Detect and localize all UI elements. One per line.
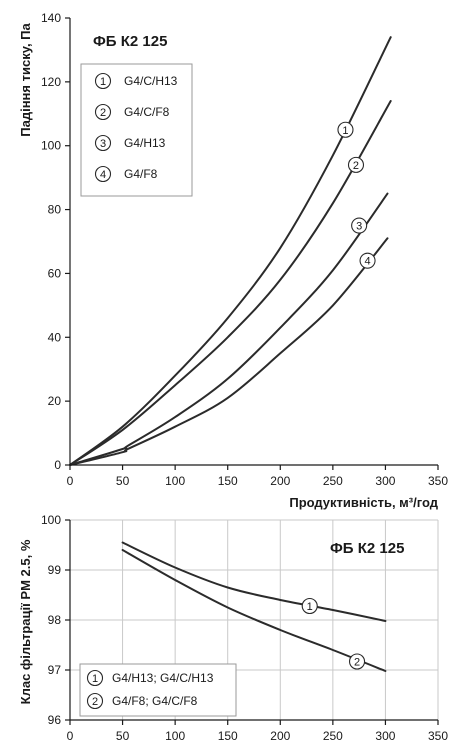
top-y-tick-label: 0 bbox=[54, 458, 61, 472]
top-y-tick-label: 40 bbox=[48, 330, 62, 344]
top-series-marker-2-circle bbox=[347, 156, 365, 173]
top-series-marker-2-number: 2 bbox=[353, 160, 359, 172]
bottom-series-group: 12 bbox=[121, 541, 387, 672]
top-legend-label-4: G4/F8 bbox=[124, 167, 158, 181]
top-series-marker-4: 4 bbox=[359, 252, 376, 269]
bottom-y-tick-label: 97 bbox=[48, 663, 62, 677]
top-y-tick-label: 100 bbox=[41, 139, 61, 153]
bottom-legend-box bbox=[79, 663, 237, 717]
top-series-line-2 bbox=[69, 100, 392, 466]
bottom-y-tick-label: 99 bbox=[48, 563, 62, 577]
bottom-series-line-2 bbox=[121, 549, 387, 672]
bottom-x-tick-label: 300 bbox=[375, 729, 395, 743]
bottom-series-line-1 bbox=[121, 541, 387, 622]
top-series-marker-4-number: 4 bbox=[364, 256, 370, 268]
top-legend-marker-4-number: 4 bbox=[100, 169, 106, 181]
bottom-chart-title: ФБ К2 125 bbox=[330, 540, 404, 557]
top-series-line-1 bbox=[69, 36, 392, 466]
bottom-x-tick-label: 200 bbox=[270, 729, 290, 743]
bottom-y-tick-label: 98 bbox=[48, 613, 62, 627]
top-series-marker-1: 1 bbox=[337, 121, 354, 138]
top-legend-marker-3-circle bbox=[94, 134, 112, 152]
top-series-marker-4-circle bbox=[359, 252, 376, 269]
bottom-series-marker-2-circle bbox=[348, 653, 366, 670]
bottom-series-marker-2-number: 2 bbox=[354, 657, 360, 669]
top-y-tick-label: 140 bbox=[41, 11, 61, 25]
top-series-marker-1-circle bbox=[337, 121, 354, 138]
top-legend: 1 G4/C/H13 2 G4/C/F8 3 G4/H13 4 G4/F8 bbox=[80, 63, 193, 197]
bottom-legend-marker-1: 1 bbox=[86, 669, 104, 687]
bottom-series-marker-2: 2 bbox=[348, 653, 366, 670]
bottom-legend-label-2: G4/F8; G4/C/F8 bbox=[112, 694, 198, 708]
bottom-x-tick-label: 0 bbox=[67, 729, 74, 743]
top-legend-marker-1-circle bbox=[94, 72, 112, 90]
top-y-tick-label: 80 bbox=[48, 203, 62, 217]
bottom-y-tick-label: 96 bbox=[48, 713, 62, 727]
bottom-legend-marker-2-circle bbox=[86, 692, 104, 710]
top-x-tick-label: 50 bbox=[116, 474, 130, 488]
top-legend-marker-3-number: 3 bbox=[100, 138, 106, 150]
top-y-tick-label: 120 bbox=[41, 75, 61, 89]
top-x-tick-label: 200 bbox=[270, 474, 290, 488]
top-y-tick-label: 20 bbox=[48, 394, 62, 408]
pressure-drop-chart: 0 50 100 150 200 250 300 350020406080100120140 … bbox=[18, 11, 448, 510]
top-x-tick-label: 300 bbox=[375, 474, 395, 488]
bottom-series-marker-1-circle bbox=[301, 597, 318, 615]
bottom-legend-marker-1-circle bbox=[86, 669, 104, 687]
top-series-marker-3: 3 bbox=[351, 217, 368, 234]
top-y-tick-label: 60 bbox=[48, 266, 62, 280]
top-series-line-3 bbox=[69, 192, 389, 466]
bottom-x-tick-label: 350 bbox=[428, 729, 448, 743]
top-x-axis-label: Продуктивність, м³/год bbox=[289, 495, 438, 510]
top-legend-marker-3: 3 bbox=[94, 134, 112, 152]
bottom-x-tick-label: 250 bbox=[323, 729, 343, 743]
bottom-y-tick-label: 100 bbox=[41, 513, 61, 527]
top-series-line-4 bbox=[69, 237, 389, 466]
bottom-series-marker-1-number: 1 bbox=[307, 601, 313, 613]
top-series-marker-3-number: 3 bbox=[356, 221, 362, 233]
bottom-legend-marker-1-number: 1 bbox=[92, 673, 98, 685]
top-legend-marker-2-number: 2 bbox=[100, 107, 106, 119]
top-legend-marker-2: 2 bbox=[94, 103, 112, 121]
top-legend-marker-4-circle bbox=[94, 165, 112, 183]
bottom-legend: 1 G4/H13; G4/C/H13 2 G4/F8; G4/C/F8 bbox=[79, 663, 237, 717]
top-x-tick-label: 250 bbox=[323, 474, 343, 488]
bottom-legend-marker-2: 2 bbox=[86, 692, 104, 710]
bottom-x-tick-label: 100 bbox=[165, 729, 185, 743]
top-axis-ticks: 0 50 100 150 200 250 300 350 0 20 40 60 80 100 120 140 bbox=[41, 11, 448, 488]
top-legend-marker-4: 4 bbox=[94, 165, 112, 183]
top-legend-label-2: G4/C/F8 bbox=[124, 105, 170, 119]
top-x-tick-label: 150 bbox=[218, 474, 238, 488]
top-legend-marker-1-number: 1 bbox=[100, 76, 106, 88]
top-legend-label-1: G4/C/H13 bbox=[124, 74, 178, 88]
top-series-marker-1-number: 1 bbox=[342, 125, 348, 137]
bottom-series-marker-1: 1 bbox=[301, 597, 318, 615]
top-series-marker-2: 2 bbox=[347, 156, 365, 173]
top-legend-marker-2-circle bbox=[94, 103, 112, 121]
top-series-group: 1 2 3 4 bbox=[69, 36, 392, 466]
top-x-tick-label: 350 bbox=[428, 474, 448, 488]
top-y-axis-label: Падіння тиску, Па bbox=[18, 22, 33, 136]
bottom-y-axis-label: Клас фільтрації PM 2.5, % bbox=[18, 539, 33, 704]
top-x-tick-label: 100 bbox=[165, 474, 185, 488]
top-chart-title: ФБ К2 125 bbox=[93, 33, 167, 50]
top-series-marker-3-circle bbox=[351, 217, 368, 234]
top-legend-label-3: G4/H13 bbox=[124, 136, 166, 150]
bottom-x-tick-label: 150 bbox=[218, 729, 238, 743]
bottom-legend-marker-2-number: 2 bbox=[92, 696, 98, 708]
bottom-axis-ticks: 0 50 100 150 200 250 300 350 96 97 98 99 100 bbox=[41, 513, 448, 743]
bottom-x-tick-label: 50 bbox=[116, 729, 130, 743]
bottom-legend-label-1: G4/H13; G4/C/H13 bbox=[112, 671, 214, 685]
top-x-tick-label: 0 bbox=[67, 474, 74, 488]
top-legend-marker-1: 1 bbox=[94, 72, 112, 90]
